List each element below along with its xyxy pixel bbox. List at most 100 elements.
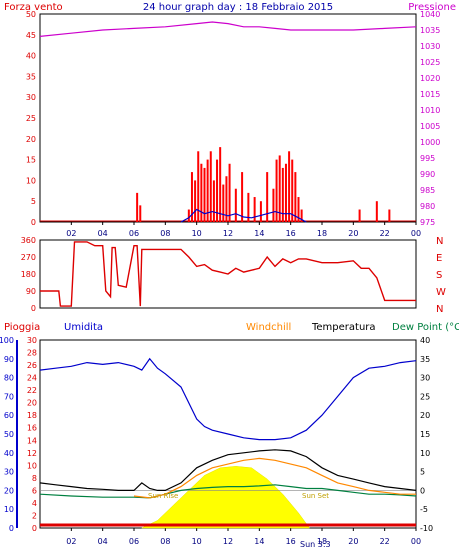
right-axis-label: Pressione <box>408 2 456 13</box>
rain-tick-label: 6 <box>32 486 37 495</box>
x-tick-label: 08 <box>160 537 170 546</box>
compass-label: N <box>436 304 443 315</box>
rain-tick-label: 8 <box>32 474 37 483</box>
gust-bar <box>281 167 284 222</box>
humidity-tick-label: 80 <box>4 374 14 383</box>
compass-label: N <box>436 236 443 247</box>
direction-tick-label: 270 <box>21 253 36 262</box>
rain-tick-label: 16 <box>27 424 37 433</box>
x-tick-label: 14 <box>254 229 264 238</box>
temp-tick-label: 20 <box>420 411 430 420</box>
direction-panel-frame <box>39 239 417 309</box>
rain-tick-label: 10 <box>27 461 37 470</box>
x-tick-label: 02 <box>66 229 76 238</box>
humidity-axis: 0 10 20 30 40 50 60 70 80 90 100 <box>0 336 18 533</box>
gust-bar <box>284 163 287 222</box>
temperature-line <box>39 449 417 491</box>
rain-tick-label: 4 <box>32 499 37 508</box>
x-tick-label: 12 <box>223 537 233 546</box>
gust-bar <box>136 192 139 222</box>
humidity-tick-label: 50 <box>4 430 14 439</box>
temp-tick-label: 5 <box>420 468 425 477</box>
x-tick-label: 08 <box>160 229 170 238</box>
x-tick-label: 02 <box>66 537 76 546</box>
pressure-tick-label: 990 <box>420 170 435 179</box>
direction-tick-label: 180 <box>21 270 36 279</box>
pressure-tick-label: 1005 <box>420 122 440 131</box>
wind-tick-label: 30 <box>26 93 36 102</box>
temp-tick-label: -5 <box>420 505 428 514</box>
rain-tick-label: 28 <box>27 349 37 358</box>
gust-bar <box>203 167 206 222</box>
temp-tick-label: 15 <box>420 430 430 439</box>
gust-bars <box>136 147 391 222</box>
rain-tick-label: 26 <box>27 361 37 370</box>
gust-bar <box>197 151 200 222</box>
pressure-tick-label: 1040 <box>420 10 440 19</box>
humidity-tick-label: 70 <box>4 392 14 401</box>
gust-bar <box>190 172 193 222</box>
gust-bar <box>297 197 300 222</box>
x-tick-label: 18 <box>317 229 327 238</box>
pressure-line <box>39 21 417 37</box>
wind-tick-label: 20 <box>26 135 36 144</box>
gust-bar <box>200 163 203 222</box>
x-tick-label: 22 <box>380 229 390 238</box>
rain-tick-label: 14 <box>27 436 37 445</box>
pressure-tick-label: 985 <box>420 186 435 195</box>
x-tick-label: 14 <box>254 537 264 546</box>
x-tick-label: 12 <box>223 229 233 238</box>
temp-tick-label: 30 <box>420 374 430 383</box>
gust-bar <box>272 188 275 222</box>
humidity-tick-label: 60 <box>4 411 14 420</box>
humidity-tick-label: 40 <box>4 449 14 458</box>
gust-bar <box>294 172 297 222</box>
gust-bar <box>278 155 281 222</box>
rain-label: Pioggia <box>4 322 40 333</box>
wind-panel-frame <box>39 13 417 223</box>
humidity-tick-label: 90 <box>4 355 14 364</box>
sunrise-annotation: Sun Rise <box>148 492 178 500</box>
wind-tick-label: 35 <box>26 72 36 81</box>
rain-tick-label: 2 <box>32 511 37 520</box>
sunset-annotation: Sun Set <box>302 492 329 500</box>
humidity-tick-label: 30 <box>4 468 14 477</box>
x-tick-label: 06 <box>129 229 139 238</box>
left-axis-label: Forza vento <box>4 2 63 13</box>
pressure-tick-label: 1015 <box>420 90 440 99</box>
wind-tick-label: 0 <box>31 218 36 227</box>
x-tick-label: 20 <box>348 229 358 238</box>
rain-tick-label: 24 <box>27 374 37 383</box>
wind-tick-label: 5 <box>31 197 36 206</box>
humidity-tick-label: 20 <box>4 486 14 495</box>
gust-bar <box>139 205 142 222</box>
gust-bar <box>212 180 215 222</box>
temp-tick-label: 10 <box>420 449 430 458</box>
gust-bar <box>259 201 262 222</box>
pressure-tick-label: 1030 <box>420 42 440 51</box>
wind-tick-label: 45 <box>26 31 36 40</box>
humidity-label: Umidita <box>64 322 103 333</box>
temp-tick-label: -10 <box>420 524 433 533</box>
gust-bar <box>388 209 391 222</box>
gust-bar <box>300 209 303 222</box>
pressure-tick-label: 1025 <box>420 58 440 67</box>
wind-tick-label: 50 <box>26 10 36 19</box>
rain-tick-label: 0 <box>32 524 37 533</box>
gust-bar <box>219 147 222 222</box>
pressure-tick-label: 1035 <box>420 26 440 35</box>
wind-direction-line <box>40 241 416 307</box>
humidity-tick-label: 0 <box>9 524 14 533</box>
rain-tick-label: 30 <box>27 336 37 345</box>
rain-tick-label: 18 <box>27 411 37 420</box>
wind-x-axis: 02 04 06 08 10 12 14 16 18 20 22 00 <box>40 220 421 238</box>
gust-bar <box>375 201 378 222</box>
temp-tick-label: 25 <box>420 392 430 401</box>
gust-bar <box>241 172 244 222</box>
x-tick-label: 04 <box>98 229 108 238</box>
weather-x-axis: 02 04 06 08 10 12 14 16 18 20 22 00 <box>66 528 421 546</box>
gust-bar <box>358 209 361 222</box>
humidity-tick-label: 10 <box>4 505 14 514</box>
